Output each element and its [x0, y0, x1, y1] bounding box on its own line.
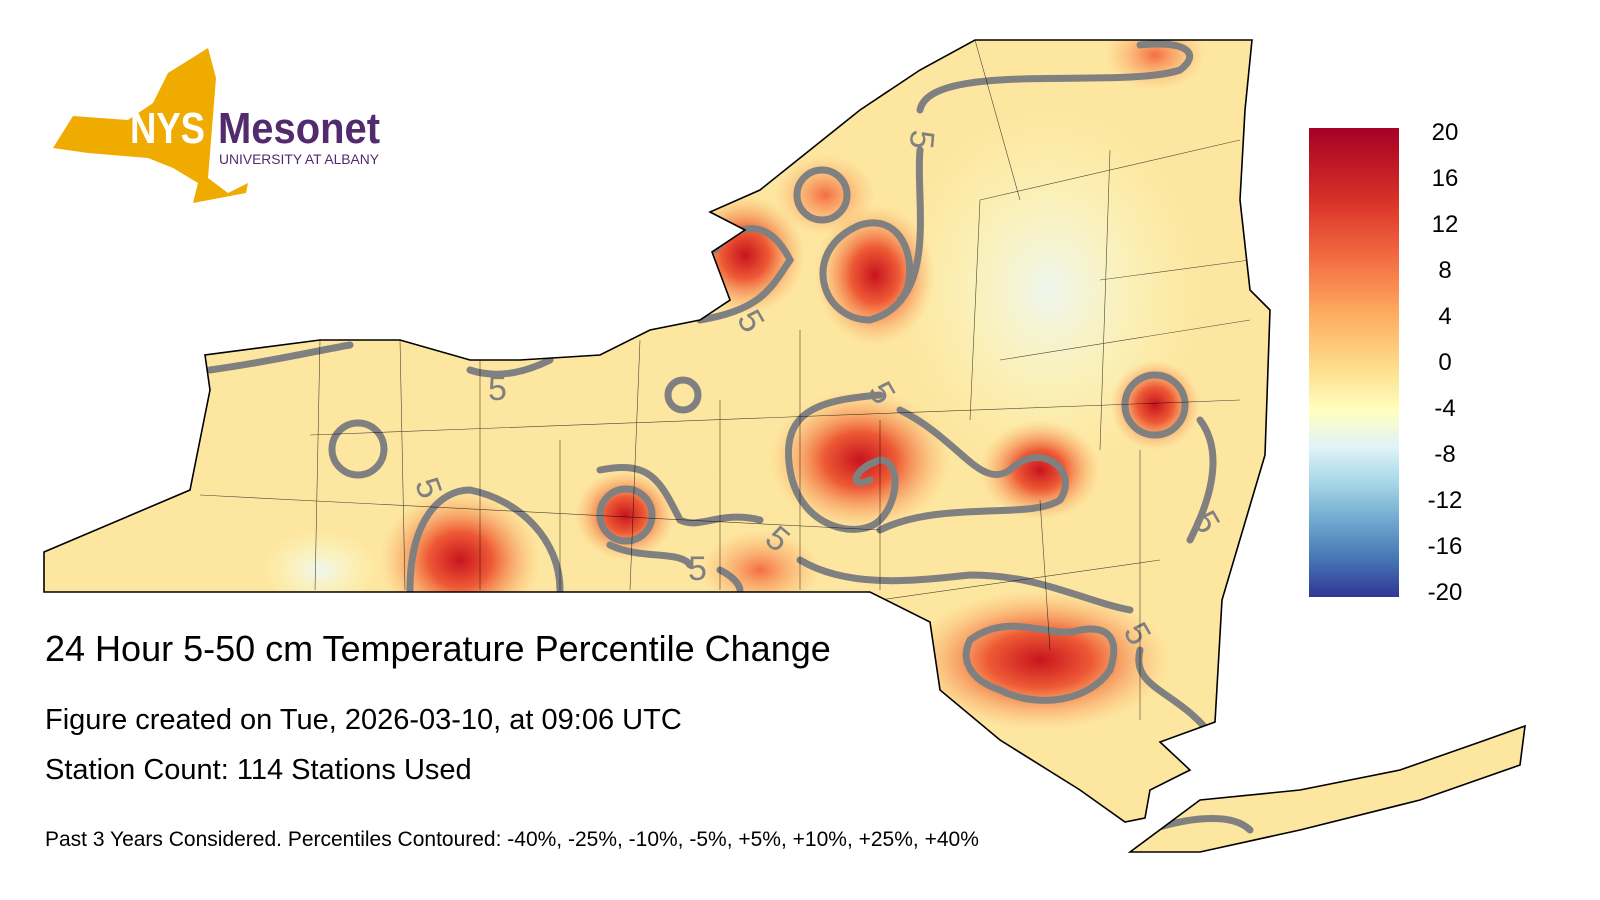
- state-outline: [43, 39, 1526, 853]
- colorbar-tick-label: 12: [1431, 211, 1459, 238]
- svg-text:UNIVERSITY AT ALBANY: UNIVERSITY AT ALBANY: [219, 151, 380, 167]
- colorbar-tick-label: -16: [1427, 533, 1463, 560]
- svg-text:Mesonet: Mesonet: [218, 104, 380, 153]
- contour-label: 5: [688, 550, 707, 588]
- colorbar-tick-label: 0: [1438, 349, 1452, 376]
- station-count: Station Count: 114 Stations Used: [45, 754, 472, 786]
- colorbar-tick-label: 20: [1431, 119, 1459, 146]
- contour-label: 5: [902, 128, 942, 150]
- nys-mesonet-logo: NYS Mesonet UNIVERSITY AT ALBANY: [48, 48, 388, 213]
- colorbar: [1309, 128, 1399, 597]
- county-borders: [199, 40, 1251, 720]
- colorbar-tick-label: -12: [1427, 487, 1463, 514]
- colorbar-tick-label: 8: [1438, 257, 1452, 284]
- map-title: 24 Hour 5-50 cm Temperature Percentile C…: [45, 628, 831, 669]
- contour-label: 5: [488, 370, 507, 408]
- created-timestamp: Figure created on Tue, 2026-03-10, at 09…: [45, 704, 682, 736]
- svg-text:NYS: NYS: [130, 104, 205, 153]
- colorbar-tick-label: -8: [1434, 441, 1456, 468]
- footnote: Past 3 Years Considered. Percentiles Con…: [45, 828, 979, 851]
- colorbar-tick-label: 4: [1438, 303, 1452, 330]
- colorbar-tick-label: -4: [1434, 395, 1456, 422]
- colorbar-tick-label: 16: [1431, 165, 1459, 192]
- contour-lines: [206, 40, 1254, 834]
- colorbar-tick-label: -20: [1427, 579, 1463, 606]
